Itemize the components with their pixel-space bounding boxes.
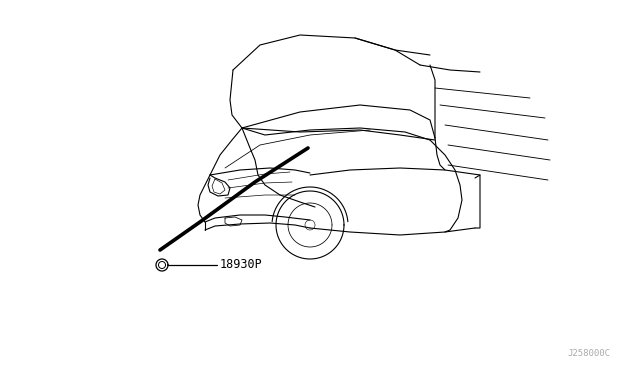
Text: J258000C: J258000C (567, 349, 610, 358)
Text: 18930P: 18930P (220, 259, 263, 272)
